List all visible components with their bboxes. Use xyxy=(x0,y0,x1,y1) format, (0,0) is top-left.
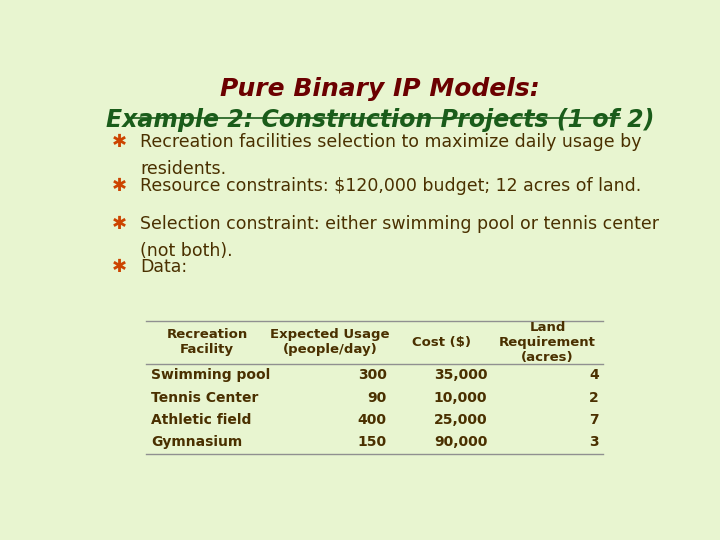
Text: 7: 7 xyxy=(589,413,599,427)
Text: ✱: ✱ xyxy=(112,177,127,195)
Text: ✱: ✱ xyxy=(112,133,127,151)
Text: Pure Binary IP Models:: Pure Binary IP Models: xyxy=(220,77,540,102)
Text: Swimming pool: Swimming pool xyxy=(151,368,271,382)
Text: residents.: residents. xyxy=(140,160,226,178)
Text: 25,000: 25,000 xyxy=(433,413,487,427)
Text: 10,000: 10,000 xyxy=(433,391,487,404)
Text: 400: 400 xyxy=(358,413,387,427)
Text: Resource constraints: $120,000 budget; 12 acres of land.: Resource constraints: $120,000 budget; 1… xyxy=(140,177,642,195)
Text: Tennis Center: Tennis Center xyxy=(151,391,258,404)
Text: Selection constraint: either swimming pool or tennis center: Selection constraint: either swimming po… xyxy=(140,215,660,233)
Text: (not both).: (not both). xyxy=(140,242,233,260)
Text: Athletic field: Athletic field xyxy=(151,413,252,427)
Text: 4: 4 xyxy=(589,368,599,382)
Text: 150: 150 xyxy=(358,435,387,449)
Text: Example 2: Construction Projects (1 of 2): Example 2: Construction Projects (1 of 2… xyxy=(106,109,654,132)
Text: ✱: ✱ xyxy=(112,258,127,276)
Text: Recreation
Facility: Recreation Facility xyxy=(166,328,248,356)
Text: 300: 300 xyxy=(358,368,387,382)
Text: Land
Requirement
(acres): Land Requirement (acres) xyxy=(499,321,596,364)
Text: 35,000: 35,000 xyxy=(433,368,487,382)
Text: ✱: ✱ xyxy=(112,215,127,233)
Text: 90,000: 90,000 xyxy=(434,435,487,449)
Text: Data:: Data: xyxy=(140,258,187,276)
Text: Cost ($): Cost ($) xyxy=(412,336,471,349)
Text: Recreation facilities selection to maximize daily usage by: Recreation facilities selection to maxim… xyxy=(140,133,642,151)
Text: Expected Usage
(people/day): Expected Usage (people/day) xyxy=(270,328,390,356)
Text: 90: 90 xyxy=(368,391,387,404)
Text: 3: 3 xyxy=(589,435,599,449)
Text: Gymnasium: Gymnasium xyxy=(151,435,243,449)
Text: 2: 2 xyxy=(589,391,599,404)
